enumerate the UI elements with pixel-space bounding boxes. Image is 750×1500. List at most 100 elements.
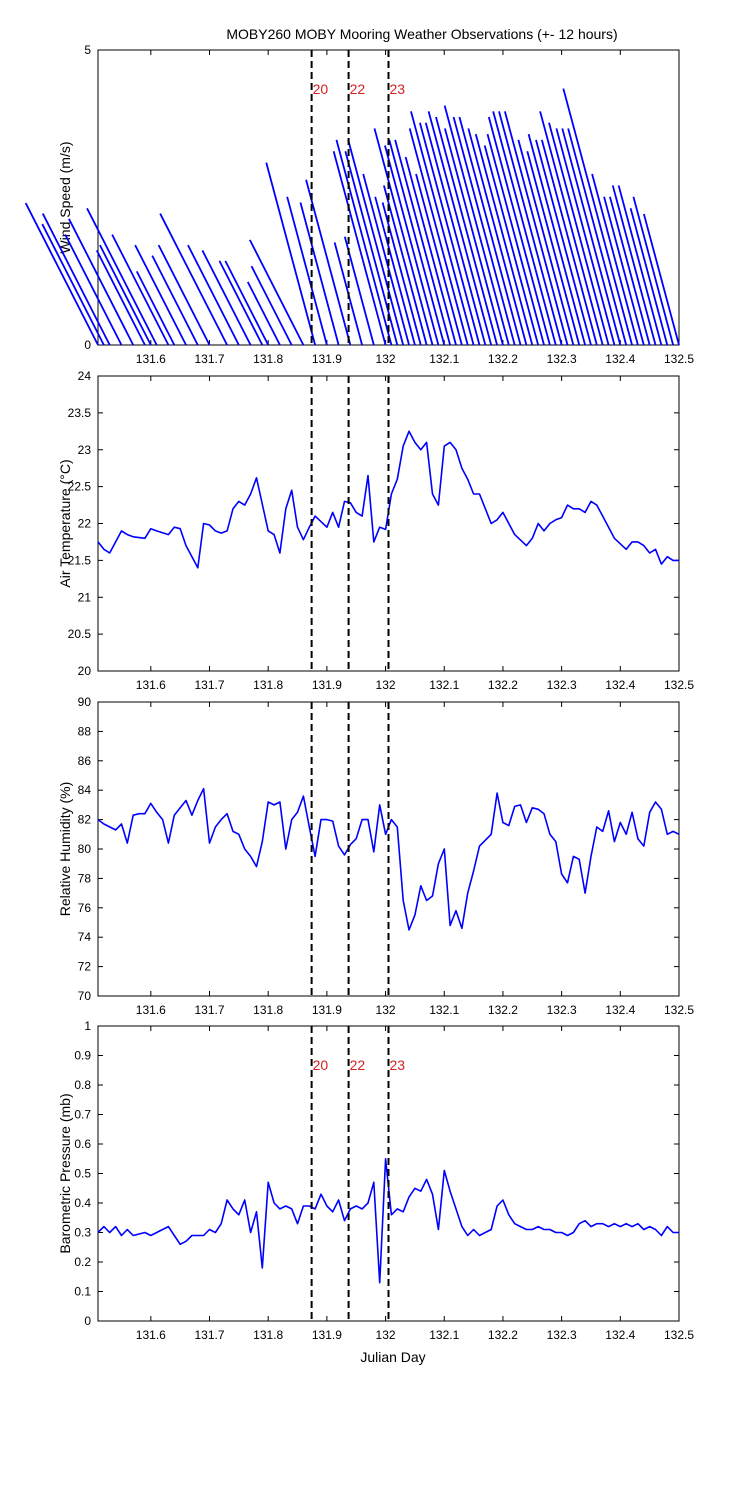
wind-stick <box>373 128 434 346</box>
wind-stick <box>483 145 540 346</box>
wind-stick <box>305 179 352 346</box>
wind-stick <box>504 111 569 346</box>
wind-stick <box>335 139 393 346</box>
wind-speed-panel: 131.6 131.7 131.8 131.9 132 132.1 132.2 132.3 13… <box>24 43 694 366</box>
wind-stick <box>561 128 622 346</box>
x-tick-label: 132.1 <box>429 352 459 366</box>
wind-stick <box>250 265 293 346</box>
wind-stick <box>443 105 510 346</box>
x-tick-label: 131.6 <box>136 1328 166 1342</box>
series-line <box>97 430 679 569</box>
y-tick-label: 0.6 <box>74 1137 91 1151</box>
x-tick-label: 132.3 <box>547 1328 577 1342</box>
wind-stick <box>86 207 158 346</box>
y-tick-label: 5 <box>84 43 91 57</box>
wind-stick <box>95 249 146 346</box>
x-tick-label: 131.6 <box>136 352 166 366</box>
wind-stick <box>444 128 504 346</box>
wind-stick <box>458 116 522 346</box>
relative-humidity-panel: 131.6 131.7 131.8 131.9 132 132.1 132.2 132.3 13… <box>57 695 694 1017</box>
wind-stick <box>343 236 375 346</box>
y-tick-label: 0 <box>84 1314 91 1328</box>
wind-stick <box>609 196 651 346</box>
wind-stick <box>68 218 135 346</box>
x-tick-label: 131.6 <box>136 678 166 692</box>
y-tick-label: 23.5 <box>68 406 92 420</box>
x-tick-label: 132.5 <box>664 352 694 366</box>
y-tick-label: 78 <box>78 871 92 885</box>
wind-stick <box>394 139 451 346</box>
y-tick-label: 22.5 <box>68 480 92 494</box>
x-tick-label: 132.3 <box>547 352 577 366</box>
x-tick-label: 132.2 <box>488 1003 518 1017</box>
wind-stick <box>526 151 581 346</box>
wind-stick <box>383 185 428 346</box>
wind-stick <box>629 207 669 346</box>
wind-stick <box>487 116 551 346</box>
y-tick-label: 23 <box>78 443 92 457</box>
y-tick-label: 0.8 <box>74 1078 91 1092</box>
wind-stick <box>567 128 628 346</box>
y-tick-label: 0.5 <box>74 1167 91 1181</box>
x-tick-label: 131.8 <box>253 1003 283 1017</box>
y-tick-label: 0.1 <box>74 1285 91 1299</box>
x-tick-label: 132.5 <box>664 1003 694 1017</box>
x-tick-label: 131.7 <box>194 1328 224 1342</box>
x-tick-label: 132.5 <box>664 1328 694 1342</box>
x-tick-label: 131.7 <box>194 352 224 366</box>
y-tick-label: 82 <box>78 813 92 827</box>
x-tick-label: 132.1 <box>429 678 459 692</box>
y-tick-label: 0 <box>84 338 91 352</box>
wind-stick <box>384 145 440 346</box>
event-marker-label: 20 <box>313 81 329 97</box>
y-tick-label: 21.5 <box>68 553 92 567</box>
wind-stick <box>492 111 557 346</box>
wind-stick <box>632 196 675 346</box>
wind-stick <box>135 270 176 346</box>
wind-stick <box>111 234 170 346</box>
wind-stick <box>224 260 269 346</box>
y-tick-label: 0.7 <box>74 1108 91 1122</box>
wind-stick <box>99 244 152 346</box>
x-tick-label: 132 <box>376 1003 396 1017</box>
x-tick-label: 131.8 <box>253 1328 283 1342</box>
wind-stick <box>555 128 616 346</box>
wind-stick <box>299 202 340 346</box>
wind-stick <box>424 122 487 346</box>
wind-stick <box>218 260 264 346</box>
x-tick-label: 132.4 <box>605 1003 635 1017</box>
series-line <box>97 1158 679 1284</box>
wind-stick <box>527 133 586 346</box>
x-tick-label: 132.1 <box>429 1003 459 1017</box>
x-tick-label: 132.4 <box>605 1328 635 1342</box>
x-tick-label: 132.3 <box>547 1003 577 1017</box>
x-axis-label: Julian Day <box>360 1349 425 1365</box>
x-tick-label: 131.9 <box>312 1003 342 1017</box>
wind-stick <box>517 139 575 346</box>
x-tick-label: 131.8 <box>253 352 283 366</box>
wind-stick <box>344 151 399 346</box>
wind-stick <box>535 139 592 346</box>
x-tick-label: 132.5 <box>664 678 694 692</box>
event-marker-label: 22 <box>350 1057 366 1073</box>
y-axis-label: Air Temperature (°C) <box>57 459 73 587</box>
wind-stick <box>539 111 604 346</box>
x-tick-label: 132.1 <box>429 1328 459 1342</box>
wind-stick <box>486 133 545 346</box>
x-tick-label: 131.6 <box>136 1003 166 1017</box>
y-tick-label: 76 <box>78 901 92 915</box>
wind-stick <box>201 249 252 346</box>
chart-title: MOBY260 MOBY Mooring Weather Observation… <box>226 26 617 42</box>
wind-stick <box>41 213 111 346</box>
y-tick-label: 74 <box>78 930 92 944</box>
x-tick-label: 131.7 <box>194 678 224 692</box>
y-tick-label: 0.9 <box>74 1049 91 1063</box>
wind-stick <box>498 111 563 346</box>
wind-stick <box>643 213 680 346</box>
wind-stick <box>611 185 657 346</box>
y-tick-label: 86 <box>78 754 92 768</box>
y-tick-label: 22 <box>78 517 92 531</box>
wind-stick <box>286 196 328 346</box>
wind-stick <box>435 116 498 346</box>
